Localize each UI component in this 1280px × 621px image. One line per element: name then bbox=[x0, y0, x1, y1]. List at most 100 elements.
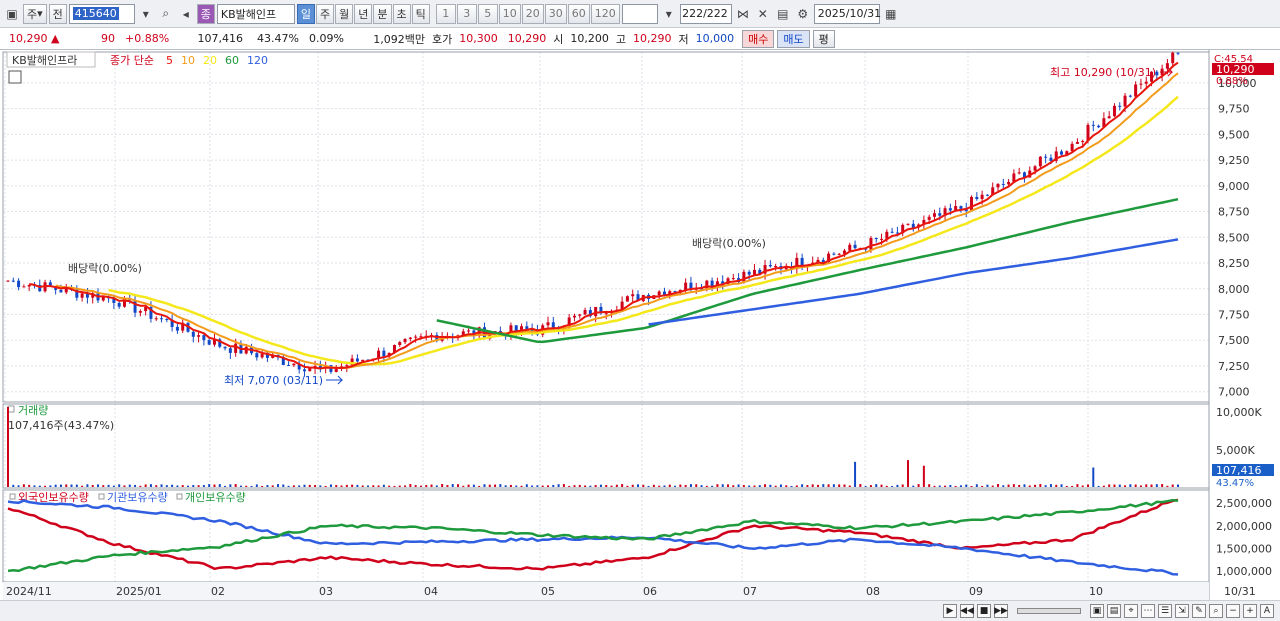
candle bbox=[848, 244, 852, 251]
volume-bar bbox=[319, 485, 322, 487]
ma-legend: 5 10 20 60 120 bbox=[166, 54, 268, 67]
holding-tick-1: 2,000,000 bbox=[1216, 520, 1272, 533]
gear-icon[interactable]: ⚙ bbox=[797, 6, 809, 21]
forward-icon[interactable]: ▶▶ bbox=[994, 604, 1008, 618]
price-axis: 10,000 9,750 9,500 9,250 9,000 8,750 8,500 8,25… bbox=[1218, 77, 1257, 399]
candle bbox=[59, 289, 63, 293]
period-tab-3[interactable]: 년 bbox=[354, 3, 373, 24]
type-select[interactable]: 주 ▾ bbox=[23, 3, 47, 24]
interval-button-1[interactable]: 1 bbox=[435, 3, 456, 24]
tool-icon-2[interactable]: ▤ bbox=[1107, 604, 1121, 618]
tool-icon-4[interactable]: ⋯ bbox=[1141, 604, 1155, 618]
period-tab-0[interactable]: 일 bbox=[296, 3, 316, 24]
interval-button-20[interactable]: 20 bbox=[521, 3, 544, 24]
rewind-icon[interactable]: ◀◀ bbox=[960, 604, 974, 618]
link-icon[interactable]: ⋈ bbox=[736, 6, 749, 21]
volume-bar bbox=[626, 485, 629, 487]
volume-bar bbox=[525, 484, 528, 487]
speaker-icon[interactable]: ◂ bbox=[182, 6, 189, 21]
volume-bar bbox=[584, 485, 587, 487]
candle bbox=[138, 311, 142, 313]
code-input[interactable]: 415640 bbox=[68, 3, 135, 24]
volume-bar bbox=[711, 485, 714, 487]
custom-interval[interactable] bbox=[621, 3, 658, 24]
zoom-in-icon[interactable]: + bbox=[1243, 604, 1257, 618]
dropdown-icon[interactable]: ▾ bbox=[142, 6, 149, 21]
period-tab-6[interactable]: 틱 bbox=[411, 3, 430, 24]
save-icon[interactable]: ▤ bbox=[777, 6, 789, 21]
crosshair-icon[interactable]: ✕ bbox=[757, 6, 768, 21]
tool-icon-7[interactable]: ✎ bbox=[1192, 604, 1206, 618]
holding-toggle-0[interactable] bbox=[9, 493, 16, 500]
interval-button-30[interactable]: 30 bbox=[544, 3, 567, 24]
interval-button-5[interactable]: 5 bbox=[477, 3, 498, 24]
volume-bar bbox=[610, 485, 613, 487]
avg-button[interactable]: 평 bbox=[812, 29, 835, 48]
calendar-icon[interactable]: ▦ bbox=[885, 6, 897, 21]
layout-icon[interactable]: ▣ bbox=[6, 6, 18, 21]
volume-bar bbox=[631, 484, 634, 487]
tool-icon-1[interactable]: ▣ bbox=[1090, 604, 1104, 618]
period-tab-2[interactable]: 월 bbox=[335, 3, 354, 24]
volume-bar bbox=[885, 485, 888, 487]
candle bbox=[625, 296, 629, 302]
volume-bar bbox=[329, 484, 332, 487]
interval-button-3[interactable]: 3 bbox=[456, 3, 477, 24]
count-field[interactable]: 222/222 bbox=[679, 3, 732, 24]
search-icon[interactable]: ⌕ bbox=[162, 6, 170, 20]
interval-button-120[interactable]: 120 bbox=[590, 3, 620, 24]
buy-button[interactable]: 매수 bbox=[742, 29, 775, 48]
spin-icon[interactable]: ▾ bbox=[665, 6, 672, 21]
table-icon[interactable] bbox=[8, 70, 22, 84]
zoom-search-icon[interactable]: ⌕ bbox=[1209, 604, 1223, 618]
candle bbox=[885, 231, 889, 239]
holding-lines bbox=[7, 498, 1179, 576]
candle bbox=[668, 291, 672, 296]
volume-bar bbox=[239, 485, 242, 487]
volume-bar bbox=[705, 485, 708, 487]
ma-lines bbox=[29, 61, 1179, 370]
period-tab-5[interactable]: 초 bbox=[392, 3, 411, 24]
candle bbox=[588, 310, 592, 317]
volume-bar bbox=[181, 485, 184, 487]
candle bbox=[1001, 183, 1005, 185]
tool-icon-5[interactable]: ☰ bbox=[1158, 604, 1172, 618]
candle bbox=[594, 306, 598, 317]
tool-icon-3[interactable]: ⌖ bbox=[1124, 604, 1138, 618]
tool-icon-6[interactable]: ⇲ bbox=[1175, 604, 1189, 618]
volume-bar bbox=[864, 485, 867, 487]
name-legend: KB발해인프라 bbox=[12, 53, 77, 67]
zoom-slider[interactable] bbox=[1017, 608, 1081, 614]
candle bbox=[631, 294, 635, 297]
zoom-out-icon[interactable]: − bbox=[1226, 604, 1240, 618]
stop-icon[interactable]: ■ bbox=[977, 604, 991, 618]
volume-bar bbox=[1060, 484, 1063, 487]
volume-bar bbox=[472, 484, 475, 487]
holding-toggle-1[interactable] bbox=[98, 493, 105, 500]
volume-bar bbox=[1145, 484, 1148, 487]
candle bbox=[964, 208, 968, 212]
volume-bar bbox=[1155, 484, 1158, 487]
volume-bar bbox=[467, 484, 470, 487]
prev-button[interactable]: 전 bbox=[48, 3, 67, 24]
volume-bar bbox=[965, 484, 968, 487]
candle bbox=[837, 253, 841, 255]
volume-bar bbox=[1124, 485, 1127, 487]
volume-bar bbox=[732, 485, 735, 487]
price-tick-4: 9,000 bbox=[1218, 180, 1250, 193]
interval-button-60[interactable]: 60 bbox=[567, 3, 590, 24]
period-tab-1[interactable]: 주 bbox=[316, 3, 335, 24]
candle bbox=[223, 346, 227, 349]
period-tab-4[interactable]: 분 bbox=[373, 3, 392, 24]
holding-toggle-2[interactable] bbox=[176, 493, 183, 500]
sell-button[interactable]: 매도 bbox=[777, 29, 810, 48]
text-tool-icon[interactable]: A bbox=[1260, 604, 1274, 618]
play-icon[interactable]: ▶ bbox=[943, 604, 957, 618]
interval-button-10[interactable]: 10 bbox=[498, 3, 521, 24]
volume-bar bbox=[202, 485, 205, 487]
date-input[interactable]: 2025/10/31 bbox=[813, 3, 881, 24]
candle bbox=[932, 213, 936, 217]
stock-chart[interactable]: KB발해인프라 종가 단순 5 10 20 60 120 최고 10,290 (10/3… bbox=[0, 50, 1280, 600]
candle bbox=[461, 331, 465, 336]
candle bbox=[175, 326, 179, 331]
